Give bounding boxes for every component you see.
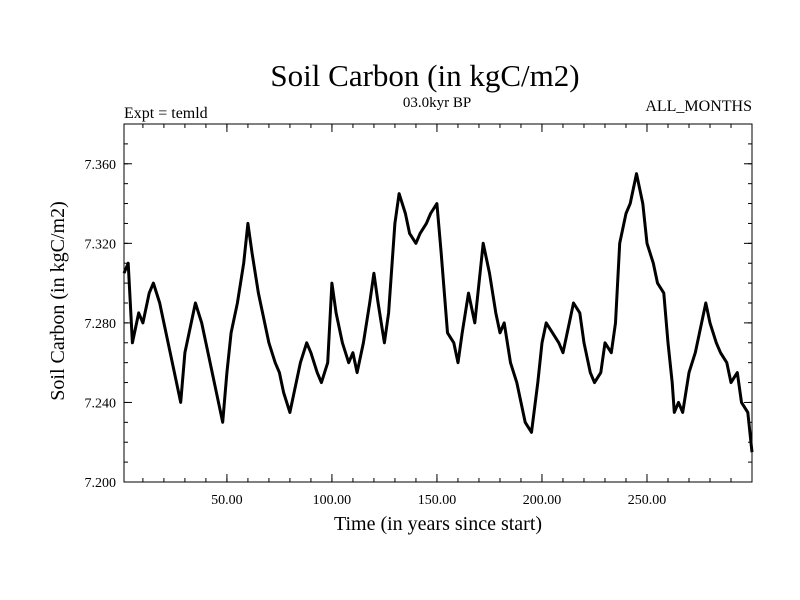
experiment-label: Expt = temld: [124, 105, 208, 122]
y-tick-label: 7.200: [85, 476, 117, 491]
months-label: ALL_MONTHS: [645, 98, 752, 115]
y-tick-label: 7.360: [85, 158, 117, 173]
series-layer: [122, 172, 754, 453]
plot-frame: [123, 123, 753, 483]
x-tick-label: 200.00: [523, 493, 562, 508]
y-tick-label: 7.280: [85, 317, 117, 332]
x-tick-label: 150.00: [418, 493, 457, 508]
y-tick-label: 7.320: [85, 237, 117, 252]
y-tick-label: 7.240: [85, 396, 117, 411]
x-tick-label: 100.00: [313, 493, 352, 508]
chart-subtitle: 03.0kyr BP: [403, 95, 471, 111]
x-tick-label: 50.00: [211, 493, 243, 508]
series-line: [122, 172, 754, 453]
y-tick-labels: 7.200 7.240 7.280 7.320 7.360: [85, 158, 117, 491]
axis-ticks: [124, 123, 752, 483]
x-axis-label: Time (in years since start): [334, 513, 542, 535]
x-tick-labels: 50.00 100.00 150.00 200.00 250.00: [211, 493, 666, 508]
chart-title: Soil Carbon (in kgC/m2): [270, 58, 579, 93]
y-axis-label: Soil Carbon (in kgC/m2): [47, 201, 69, 400]
x-tick-label: 250.00: [628, 493, 667, 508]
